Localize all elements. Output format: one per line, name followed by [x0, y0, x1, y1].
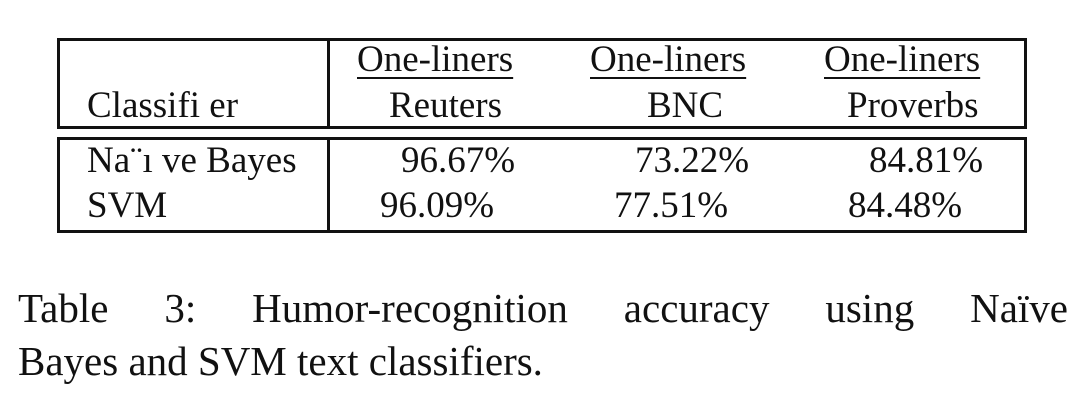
table-body-frame: [57, 137, 1027, 233]
row2-reuters: 96.09%: [380, 185, 495, 226]
row1-bnc: 73.22%: [635, 140, 750, 181]
header-col1-bottom: Reuters: [389, 85, 503, 126]
header-col3-bottom: Proverbs: [847, 85, 979, 126]
caption-line-1: Table 3: Humor-recognition accuracy usin…: [18, 285, 1068, 331]
row1-classifier: Na¨ı ve Bayes: [87, 140, 297, 181]
table-caption: Table 3: Humor-recognition accuracy usin…: [18, 282, 1068, 388]
row2-classifier: SVM: [87, 185, 168, 226]
header-col1-top: One-liners: [357, 39, 514, 80]
row1-proverbs: 84.81%: [869, 140, 984, 181]
header-col2-top: One-liners: [590, 39, 747, 80]
column-divider: [327, 137, 330, 233]
header-col3-top: One-liners: [824, 39, 981, 80]
header-classifier: Classifi er: [87, 85, 239, 126]
header-col2-bottom: BNC: [647, 85, 724, 126]
row1-reuters: 96.67%: [401, 140, 516, 181]
row2-bnc: 77.51%: [614, 185, 729, 226]
column-divider: [327, 38, 330, 129]
table-header-frame: [57, 38, 1027, 129]
results-table: Classifi er One-liners Reuters One-liner…: [57, 38, 1031, 233]
row2-proverbs: 84.48%: [848, 185, 963, 226]
caption-line-2: Bayes and SVM text classifiers.: [18, 338, 543, 384]
